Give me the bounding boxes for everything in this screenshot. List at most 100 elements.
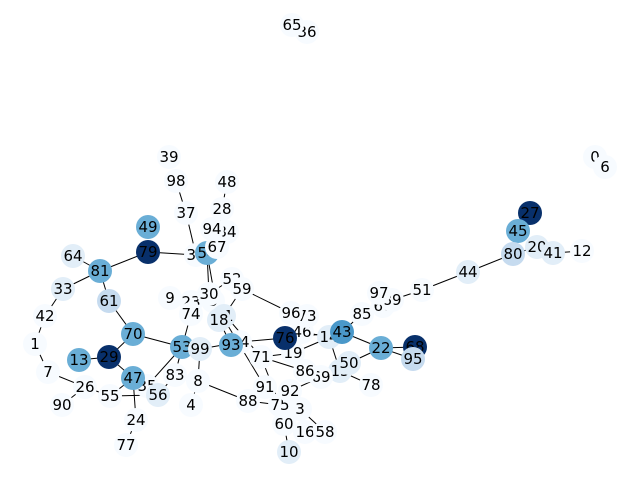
node-41: 41 — [541, 241, 565, 265]
node-44: 44 — [456, 260, 480, 284]
node-circle-13 — [67, 348, 91, 372]
node-label-50: 50 — [339, 354, 358, 372]
node-77: 77 — [114, 433, 138, 457]
node-71: 71 — [249, 345, 273, 369]
node-label-8: 8 — [193, 372, 203, 390]
node-47: 47 — [121, 366, 145, 390]
node-circle-86 — [293, 359, 317, 383]
node-33: 33 — [51, 277, 75, 301]
node-label-49: 49 — [138, 218, 157, 236]
node-51: 51 — [410, 278, 434, 302]
node-label-1: 1 — [30, 335, 40, 353]
node-65: 65 — [280, 13, 304, 37]
node-label-98: 98 — [166, 172, 185, 190]
node-93: 93 — [219, 333, 243, 357]
node-circle-93 — [219, 333, 243, 357]
node-circle-94 — [200, 217, 224, 241]
node-circle-49 — [136, 215, 160, 239]
node-label-3: 3 — [295, 400, 305, 418]
node-circle-85 — [350, 302, 374, 326]
node-label-91: 91 — [255, 378, 274, 396]
node-circle-9 — [158, 286, 182, 310]
node-label-6: 6 — [600, 158, 610, 176]
node-56: 56 — [146, 383, 170, 407]
node-circle-44 — [456, 260, 480, 284]
node-circle-70 — [121, 322, 145, 346]
node-label-48: 48 — [217, 173, 236, 191]
node-circle-99 — [188, 337, 212, 361]
node-label-86: 86 — [295, 362, 314, 380]
node-label-37: 37 — [176, 204, 195, 222]
node-circle-56 — [146, 383, 170, 407]
node-26: 26 — [73, 375, 97, 399]
node-81: 81 — [88, 259, 112, 283]
node-label-0: 0 — [590, 148, 600, 166]
node-label-85: 85 — [352, 305, 371, 323]
node-layer: 0134567891011121314151618192022232426272… — [23, 13, 617, 464]
node-64: 64 — [61, 244, 85, 268]
node-74: 74 — [179, 302, 203, 326]
node-9: 9 — [158, 286, 182, 310]
node-circle-28 — [210, 197, 234, 221]
node-28: 28 — [210, 197, 234, 221]
node-label-92: 92 — [280, 382, 299, 400]
node-label-79: 79 — [138, 243, 157, 261]
node-60: 60 — [272, 412, 296, 436]
node-label-10: 10 — [279, 443, 298, 461]
node-13: 13 — [67, 348, 91, 372]
node-label-81: 81 — [90, 262, 109, 280]
node-label-22: 22 — [371, 339, 390, 357]
node-label-45: 45 — [508, 222, 527, 240]
node-37: 37 — [174, 201, 198, 225]
node-label-78: 78 — [361, 376, 380, 394]
node-label-83: 83 — [165, 366, 184, 384]
node-circle-24 — [124, 408, 148, 432]
node-circle-7 — [36, 360, 60, 384]
node-label-94: 94 — [202, 220, 221, 238]
node-circle-53 — [170, 335, 194, 359]
node-circle-77 — [114, 433, 138, 457]
node-label-26: 26 — [75, 378, 94, 396]
node-label-24: 24 — [126, 411, 145, 429]
node-circle-81 — [88, 259, 112, 283]
node-circle-16 — [293, 420, 317, 444]
node-circle-97 — [367, 281, 391, 305]
node-97: 97 — [367, 281, 391, 305]
node-label-27: 27 — [520, 204, 539, 222]
node-circle-74 — [179, 302, 203, 326]
node-91: 91 — [253, 375, 277, 399]
node-label-88: 88 — [238, 392, 257, 410]
node-circle-33 — [51, 277, 75, 301]
node-circle-41 — [541, 241, 565, 265]
node-43: 43 — [330, 320, 354, 344]
node-circle-27 — [518, 201, 542, 225]
node-label-7: 7 — [43, 363, 53, 381]
node-96: 96 — [279, 301, 303, 325]
node-circle-76 — [273, 326, 297, 350]
node-12: 12 — [570, 239, 594, 263]
node-label-65: 65 — [282, 16, 301, 34]
node-24: 24 — [124, 408, 148, 432]
node-70: 70 — [121, 322, 145, 346]
node-42: 42 — [33, 304, 57, 328]
node-circle-71 — [249, 345, 273, 369]
node-label-29: 29 — [99, 348, 118, 366]
node-label-44: 44 — [458, 263, 477, 281]
node-circle-58 — [313, 420, 337, 444]
node-circle-48 — [215, 170, 239, 194]
node-95: 95 — [401, 347, 425, 371]
node-circle-6 — [593, 155, 617, 179]
node-circle-26 — [73, 375, 97, 399]
node-7: 7 — [36, 360, 60, 384]
node-circle-88 — [236, 389, 260, 413]
node-circle-98 — [164, 169, 188, 193]
node-circle-37 — [174, 201, 198, 225]
node-circle-4 — [179, 393, 203, 417]
node-label-28: 28 — [212, 200, 231, 218]
node-circle-51 — [410, 278, 434, 302]
node-label-77: 77 — [116, 436, 135, 454]
node-circle-39 — [157, 145, 181, 169]
node-circle-83 — [163, 363, 187, 387]
node-circle-95 — [401, 347, 425, 371]
